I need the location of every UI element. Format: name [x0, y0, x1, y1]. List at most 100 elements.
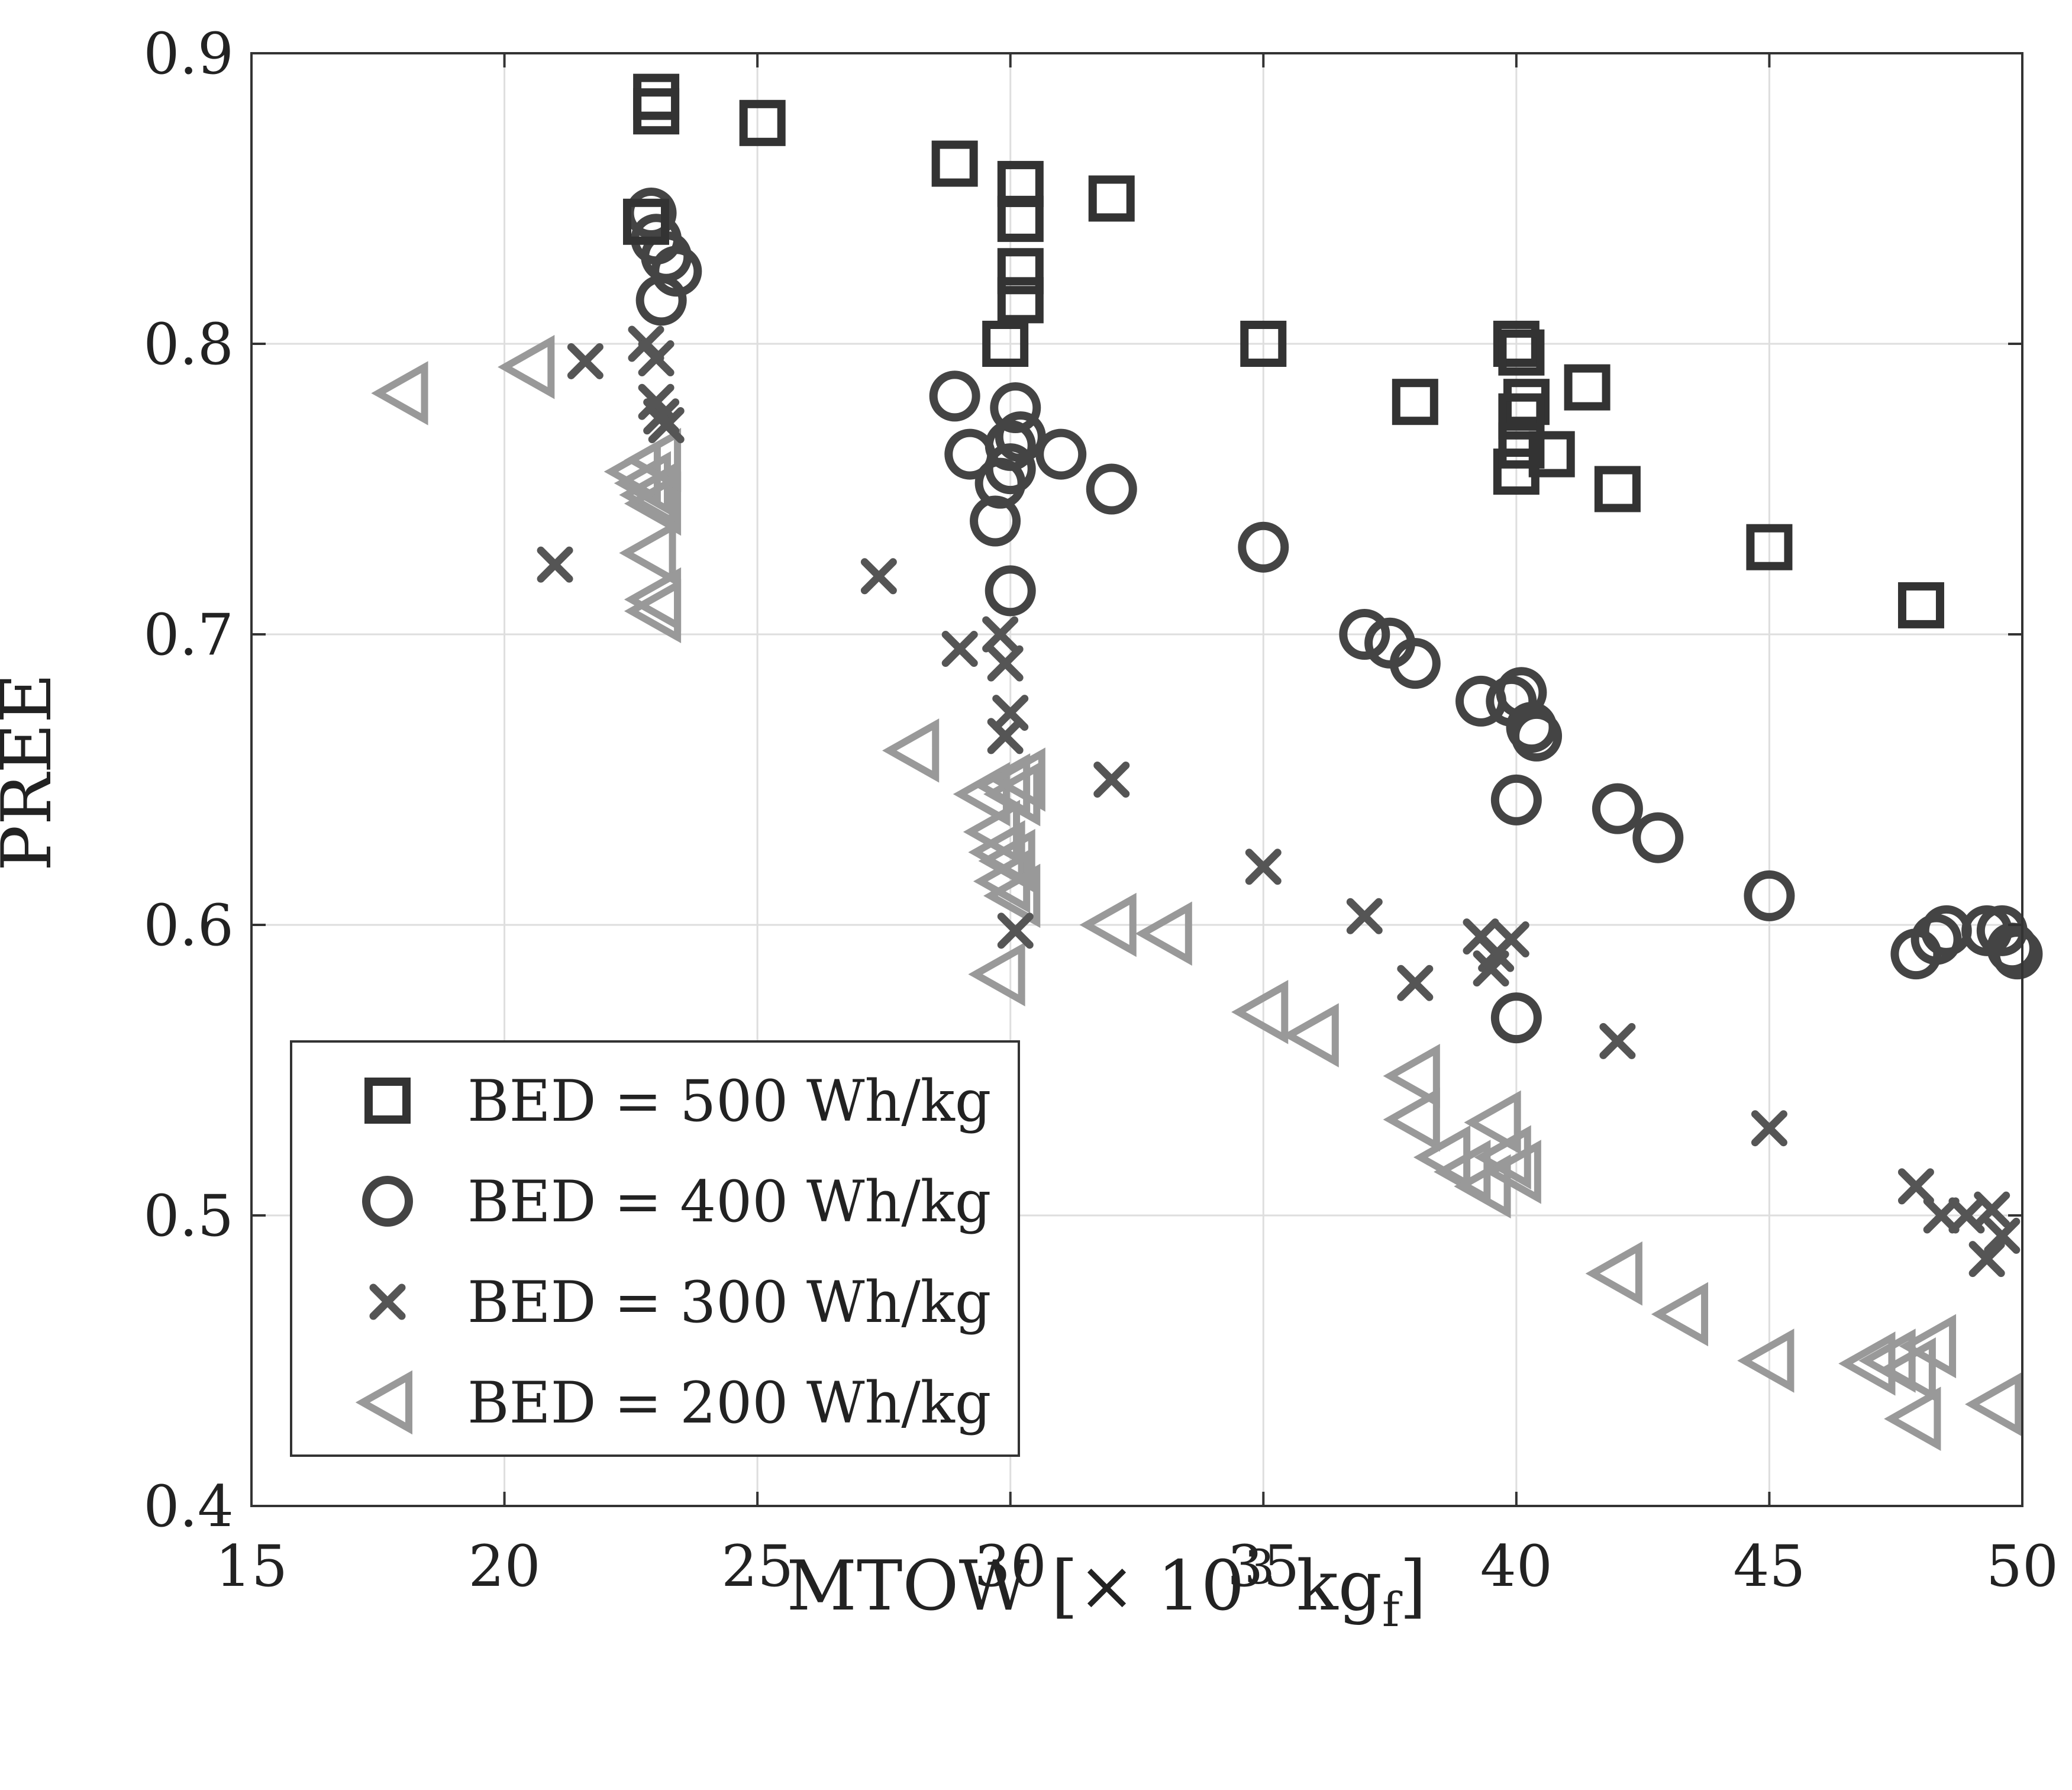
data-point-x [1599, 1023, 1636, 1059]
data-point-x [860, 558, 897, 595]
data-point-triangle-left [1231, 980, 1289, 1044]
series-x [537, 325, 2021, 1278]
legend-label: BED = 400 Wh/kg [467, 1169, 991, 1235]
data-points [371, 73, 2043, 1451]
data-point-square [1493, 321, 1540, 367]
plot-frame [250, 52, 2023, 1507]
data-point-square [739, 99, 786, 146]
x-tick-label: 25 [721, 1533, 793, 1599]
data-point-triangle-left [1737, 1328, 1795, 1393]
y-tick-label: 0.7 [143, 602, 234, 668]
x-tick-label: 50 [1986, 1533, 2058, 1599]
data-point-triangle-left [1282, 1003, 1339, 1067]
y-axis-title: PREE [0, 673, 67, 872]
legend-marker-x [369, 1283, 406, 1320]
data-point-square [1528, 431, 1575, 478]
data-point-triangle-left [624, 471, 682, 536]
data-point-triangle-left [988, 747, 1045, 812]
y-tick-label: 0.5 [143, 1183, 234, 1249]
data-point-x [1397, 965, 1434, 1001]
data-point-square [1240, 321, 1287, 367]
data-point-square [1498, 329, 1545, 376]
data-point-x [941, 631, 978, 667]
legend-marker-triangle-left [355, 1370, 412, 1435]
data-point-square [633, 73, 680, 120]
data-point-triangle-left [968, 942, 1025, 1007]
x-axis-title-main: MTOW [× 10 [786, 1546, 1244, 1626]
data-point-x [1751, 1110, 1787, 1147]
data-point-circle [1910, 914, 1962, 965]
series-circle [625, 188, 2043, 1044]
data-point-square [1392, 379, 1438, 425]
data-point-circle [635, 275, 687, 326]
data-point-circle [1992, 928, 2043, 980]
data-point-triangle-left [624, 428, 682, 492]
data-point-triangle-left [1079, 892, 1137, 957]
legend-marker-circle [362, 1176, 413, 1227]
x-tick-label: 45 [1733, 1533, 1805, 1599]
tick-labels: 15 20 25 30 35 40 45 50 0.4 0.5 0.6 0.7 0.8 0.9 [143, 21, 2058, 1599]
y-tick-label: 0.8 [143, 311, 234, 378]
data-point-triangle-left [1879, 1337, 1936, 1402]
x-axis-title-unit: kg [1274, 1546, 1382, 1626]
data-point-circle [1490, 774, 1542, 825]
data-point-square [997, 277, 1044, 324]
data-point-circle [985, 443, 1036, 495]
data-point-circle [1632, 812, 1684, 863]
data-point-triangle-left [1899, 1314, 1957, 1379]
x-axis-title-sup: 3 [1245, 1540, 1275, 1595]
data-point-x [1974, 1191, 2010, 1228]
data-point-x [1245, 849, 1282, 885]
x-axis-title-sub: f [1382, 1582, 1403, 1637]
data-point-circle [985, 565, 1036, 617]
x-tick-label: 30 [974, 1533, 1047, 1599]
data-point-x [1093, 762, 1130, 798]
y-tick-label: 0.6 [143, 892, 234, 959]
legend-label: BED = 200 Wh/kg [467, 1370, 991, 1436]
data-point-triangle-left [624, 579, 682, 643]
data-point-triangle-left [1651, 1282, 1709, 1347]
data-point-x [987, 718, 1024, 754]
data-point-x [1473, 950, 1509, 987]
data-point-x [648, 407, 685, 443]
legend-label: BED = 500 Wh/kg [467, 1068, 991, 1134]
data-point-triangle-left [1383, 1044, 1440, 1108]
data-point-square [1897, 582, 1944, 628]
data-point-triangle-left [978, 828, 1035, 894]
legend-marker-square [364, 1078, 411, 1124]
data-point-triangle-left [1884, 1386, 1941, 1451]
data-point-circle [1238, 521, 1289, 573]
data-point-triangle-left [619, 521, 676, 585]
data-point-square [982, 321, 1029, 367]
data-point-circle [1339, 609, 1390, 660]
data-point-triangle-left [1464, 1090, 1521, 1155]
data-point-triangle-left [1474, 1125, 1531, 1190]
data-point-x [997, 912, 1034, 949]
data-point-square [1746, 524, 1793, 570]
data-point-triangle-left [1585, 1241, 1642, 1306]
data-point-circle [1592, 783, 1643, 834]
data-point-x [987, 645, 1024, 682]
x-tick-label: 15 [215, 1533, 288, 1599]
series-square [623, 73, 1944, 628]
data-point-circle [929, 370, 980, 422]
data-point-x [1346, 898, 1383, 934]
data-point-circle [1035, 428, 1087, 480]
y-tick-label: 0.9 [143, 21, 234, 87]
data-point-circle [1086, 463, 1137, 515]
data-point-circle [995, 411, 1046, 463]
data-point-square [1498, 393, 1545, 440]
data-point-triangle-left [1383, 1087, 1440, 1152]
x-tick-label: 35 [1227, 1533, 1299, 1599]
data-point-x [567, 343, 603, 379]
data-point-x [1968, 1241, 2005, 1278]
data-point-square [633, 88, 680, 135]
data-point-square [997, 195, 1044, 242]
x-axis-title: MTOW [× 103 kgf] [786, 1540, 1426, 1637]
legend-items: BED = 500 Wh/kg BED = 400 Wh/kg BED = 300 … [355, 1068, 991, 1436]
data-point-square [931, 140, 978, 187]
series-triangle-left [371, 335, 2022, 1451]
data-point-x [1493, 921, 1529, 958]
data-point-circle [990, 382, 1041, 434]
